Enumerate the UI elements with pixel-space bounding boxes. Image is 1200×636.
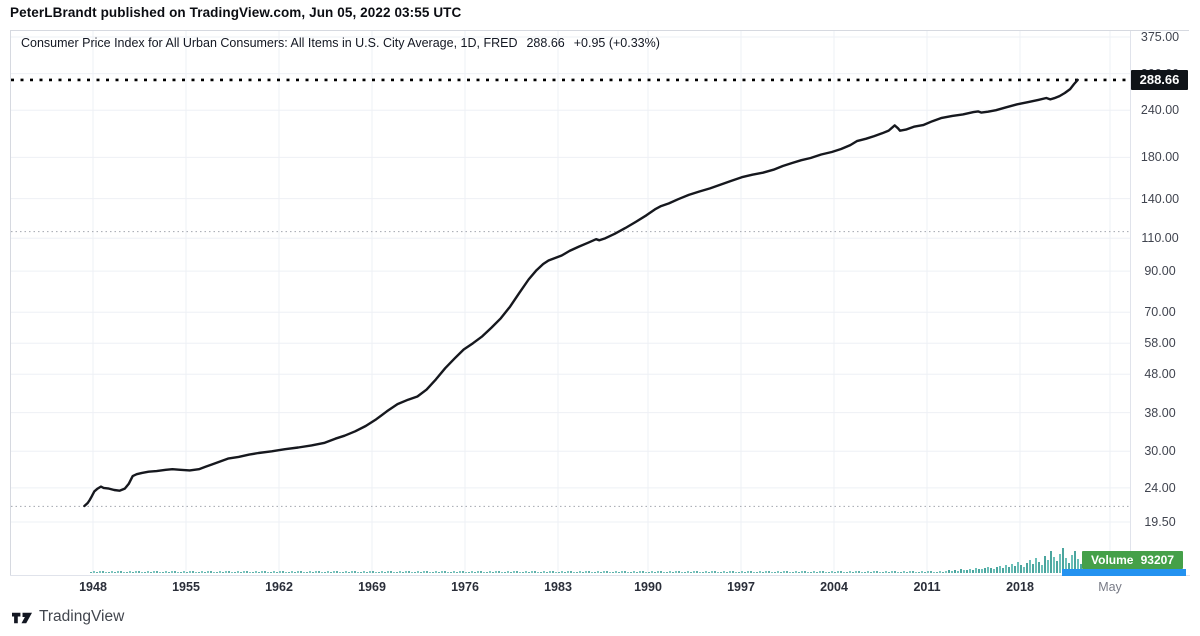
price-axis-label: 24.00 xyxy=(1144,480,1176,495)
symbol-title: Consumer Price Index for All Urban Consu… xyxy=(21,36,518,50)
tradingview-logo-icon[interactable] xyxy=(12,610,32,625)
price-axis-label: 90.00 xyxy=(1144,264,1176,279)
time-axis[interactable]: 1948 1955 1962 1969 1976 1983 1990 1997 2004 2011… xyxy=(10,575,1190,600)
time-axis-label: 1997 xyxy=(727,580,755,594)
volume-value: 93207 xyxy=(1140,553,1174,567)
time-axis-label: 1969 xyxy=(358,580,386,594)
tradingview-logo-text[interactable]: TradingView xyxy=(39,608,125,625)
time-axis-label: 2011 xyxy=(913,580,941,594)
volume-label: Volume xyxy=(1091,553,1134,567)
timeline-highlight-strip xyxy=(1062,569,1186,576)
time-axis-label: 2018 xyxy=(1006,580,1034,594)
last-price: 288.66 xyxy=(526,36,565,50)
time-axis-label: 1948 xyxy=(79,580,107,594)
attribution-text: PeterLBrandt published on TradingView.co… xyxy=(10,5,462,20)
price-axis-label: 140.00 xyxy=(1140,191,1180,206)
volume-badge: Volume 93207 xyxy=(1082,551,1183,569)
price-axis-label: 48.00 xyxy=(1144,367,1176,382)
time-axis-label: May xyxy=(1098,580,1122,594)
price-axis-label: 38.00 xyxy=(1144,405,1176,420)
time-axis-label: 1976 xyxy=(451,580,479,594)
last-price-badge: 288.66 xyxy=(1131,69,1188,90)
time-axis-label: 1983 xyxy=(544,580,572,594)
time-axis-label: 2004 xyxy=(820,580,848,594)
price-axis-label: 110.00 xyxy=(1141,231,1179,246)
time-axis-label: 1990 xyxy=(634,580,662,594)
footer-branding: TradingView xyxy=(12,608,124,626)
time-axis-label: 1955 xyxy=(172,580,200,594)
time-axis-label: 1962 xyxy=(265,580,293,594)
price-axis-label: 58.00 xyxy=(1144,336,1176,351)
price-axis-label: 19.50 xyxy=(1144,515,1176,529)
price-axis-label: 70.00 xyxy=(1144,305,1176,320)
price-change: +0.95 (+0.33%) xyxy=(573,36,660,50)
chart-legend[interactable]: Consumer Price Index for All Urban Consu… xyxy=(21,36,660,50)
price-axis-label: 375.00 xyxy=(1140,30,1180,44)
price-axis[interactable]: 375.00300.00240.00180.00140.00110.0090.0… xyxy=(1130,30,1189,575)
price-axis-label: 30.00 xyxy=(1144,444,1176,459)
price-axis-label: 180.00 xyxy=(1140,150,1180,165)
price-axis-label: 240.00 xyxy=(1140,103,1180,118)
